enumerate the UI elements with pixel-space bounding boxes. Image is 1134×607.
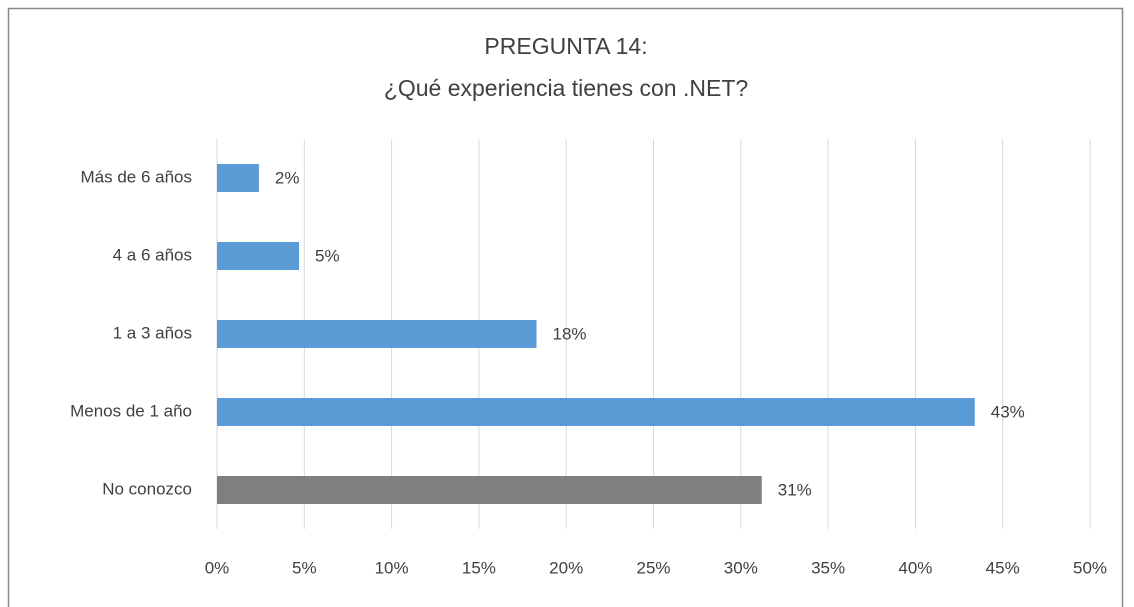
- x-tick-label: 40%: [898, 558, 932, 577]
- bar: [217, 164, 259, 192]
- data-label: 5%: [315, 246, 340, 265]
- y-tick-label: 4 a 6 años: [113, 245, 192, 264]
- chart-title: ¿Qué experiencia tienes con .NET?: [384, 75, 748, 101]
- bar: [217, 242, 300, 270]
- x-tick-label: 35%: [811, 558, 845, 577]
- data-label: 43%: [991, 402, 1025, 421]
- y-tick-label: 1 a 3 años: [113, 323, 192, 342]
- bar: [217, 398, 975, 426]
- data-label: 18%: [553, 324, 587, 343]
- x-tick-label: 5%: [292, 558, 317, 577]
- data-label: 2%: [275, 168, 300, 187]
- x-tick-label: 30%: [724, 558, 758, 577]
- x-tick-label: 50%: [1073, 558, 1107, 577]
- chart-title: PREGUNTA 14:: [484, 33, 647, 59]
- x-tick-label: 10%: [375, 558, 409, 577]
- x-tick-label: 20%: [549, 558, 583, 577]
- x-tick-label: 25%: [636, 558, 670, 577]
- x-tick-label: 15%: [462, 558, 496, 577]
- y-tick-label: Más de 6 años: [80, 167, 192, 186]
- data-label: 31%: [778, 480, 812, 499]
- bar: [217, 476, 762, 504]
- chart-frame: [7, 7, 1124, 607]
- y-tick-label: No conozco: [102, 479, 192, 498]
- bar: [217, 320, 537, 348]
- x-tick-label: 0%: [205, 558, 230, 577]
- y-tick-label: Menos de 1 año: [70, 401, 192, 420]
- x-tick-label: 45%: [986, 558, 1020, 577]
